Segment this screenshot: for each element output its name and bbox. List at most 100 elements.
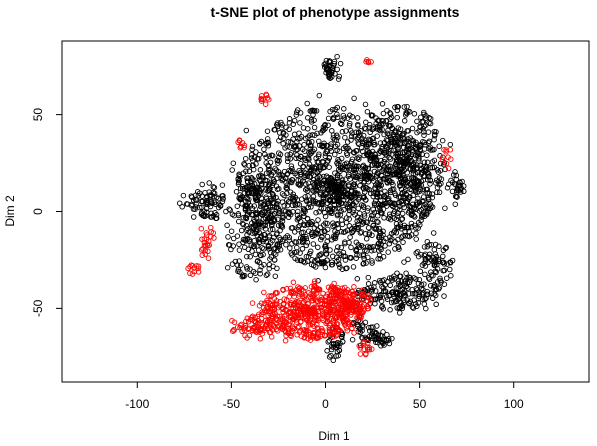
data-point-black (216, 201, 222, 207)
data-point-black (408, 207, 414, 214)
data-point-red (257, 327, 264, 334)
data-point-black (208, 199, 214, 205)
data-point-red (346, 319, 353, 326)
data-point-black (365, 281, 372, 287)
data-point-black (323, 65, 330, 72)
data-point-black (291, 197, 298, 204)
data-point-black (398, 226, 405, 232)
data-point-black (431, 136, 437, 143)
data-point-black (211, 199, 217, 206)
data-point-black (251, 203, 257, 209)
data-point-black (428, 241, 435, 248)
data-point-red (359, 291, 366, 297)
data-point-black (349, 156, 356, 162)
data-point-black (371, 280, 378, 286)
data-point-black (250, 211, 256, 218)
data-point-black (369, 286, 376, 293)
data-point-black (379, 117, 385, 124)
data-point-black (248, 190, 255, 197)
data-point-red (238, 143, 244, 150)
data-point-black (254, 221, 261, 228)
data-point-black (434, 279, 441, 285)
data-point-black (253, 149, 259, 155)
data-point-black (400, 175, 406, 182)
data-point-black (219, 182, 226, 188)
data-point-black (337, 184, 343, 191)
data-point-black (261, 201, 267, 207)
data-point-black (296, 239, 302, 245)
data-point-black (265, 198, 271, 204)
data-point-black (285, 199, 292, 205)
data-point-black (326, 338, 333, 344)
data-point-red (326, 301, 333, 308)
data-point-black (320, 127, 327, 133)
data-point-black (416, 208, 423, 214)
data-point-black (437, 153, 443, 159)
data-point-black (397, 126, 404, 132)
data-point-black (251, 237, 258, 244)
data-point-black (440, 247, 447, 254)
data-point-black (305, 254, 312, 260)
data-point-black (272, 245, 279, 252)
data-point-black (233, 188, 240, 195)
data-point-black (238, 195, 245, 201)
data-point-black (416, 182, 423, 188)
data-point-red (234, 324, 241, 330)
data-point-black (293, 249, 300, 255)
data-point-black (352, 189, 358, 195)
data-point-black (296, 167, 302, 174)
data-point-black (382, 282, 388, 288)
data-point-red (365, 58, 371, 65)
data-point-black (388, 114, 395, 121)
data-point-black (336, 250, 342, 257)
data-point-red (316, 286, 323, 293)
data-point-black (211, 184, 218, 191)
data-point-black (418, 286, 425, 292)
data-point-black (237, 269, 243, 275)
data-point-black (332, 185, 338, 191)
data-point-black (369, 232, 375, 239)
data-point-red (262, 317, 269, 324)
data-point-black (330, 340, 337, 347)
data-point-black (324, 233, 331, 240)
data-point-red (264, 299, 270, 306)
data-point-black (276, 130, 283, 136)
data-point-red (352, 309, 358, 315)
data-point-red (271, 295, 278, 302)
data-point-red (358, 313, 364, 320)
y-axis: -50 0 50 (31, 108, 62, 317)
data-point-black (236, 178, 242, 184)
data-point-black (297, 257, 304, 264)
data-point-red (359, 287, 365, 294)
data-point-red (286, 309, 292, 315)
data-point-black (297, 177, 304, 183)
data-point-black (351, 181, 358, 188)
data-point-black (316, 260, 322, 267)
data-point-black (365, 337, 372, 344)
data-point-red (333, 315, 340, 321)
data-point-black (307, 167, 314, 174)
data-point-black (364, 208, 371, 214)
data-point-black (320, 165, 326, 171)
data-point-black (377, 210, 384, 216)
data-point-black (426, 276, 433, 282)
data-point-black (418, 114, 424, 120)
data-point-red (277, 298, 283, 305)
data-point-black (363, 236, 370, 242)
data-point-black (284, 158, 291, 165)
data-point-red (291, 325, 298, 332)
data-point-black (336, 181, 342, 188)
data-point-red (329, 302, 336, 309)
x-tick-label: 50 (413, 397, 427, 411)
data-point-black (404, 275, 410, 282)
data-point-black (363, 197, 369, 203)
data-point-black (342, 134, 348, 141)
data-point-black (276, 234, 282, 241)
data-point-black (368, 112, 375, 118)
data-point-black (293, 143, 299, 150)
data-point-red (364, 298, 371, 305)
data-point-black (385, 195, 392, 202)
data-point-black (325, 157, 331, 164)
data-point-black (291, 131, 298, 138)
data-point-black (327, 203, 333, 210)
